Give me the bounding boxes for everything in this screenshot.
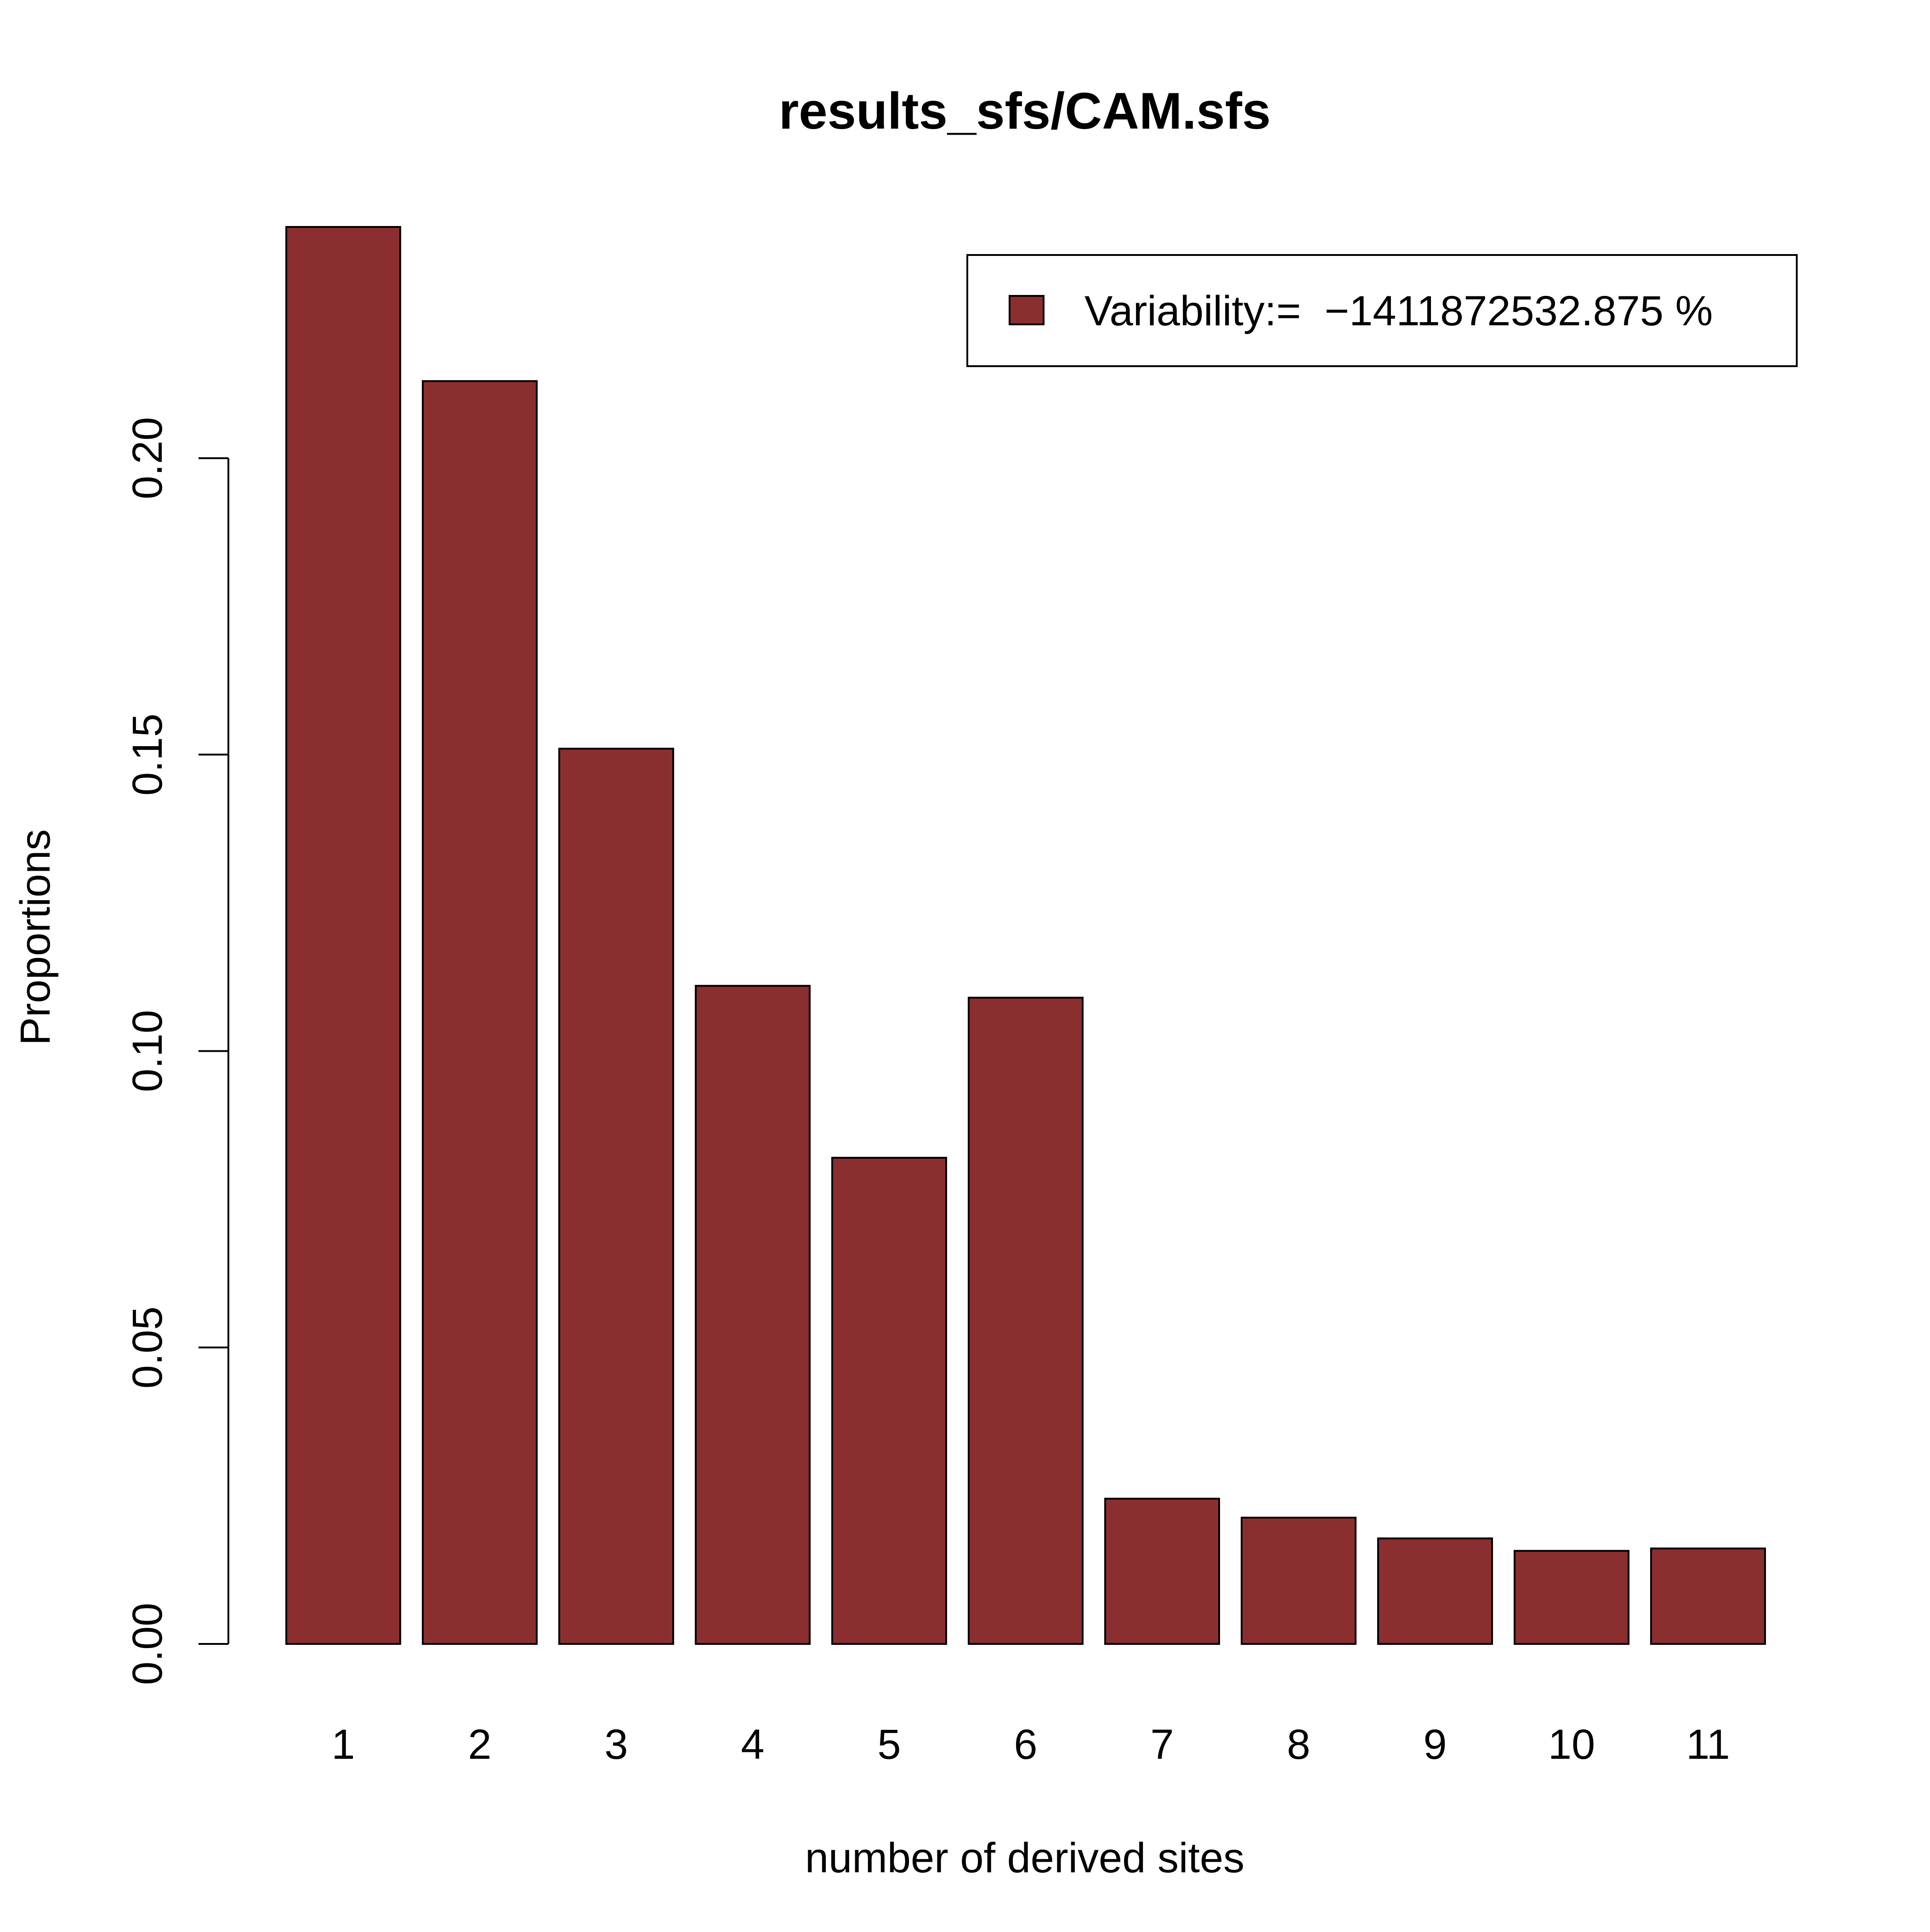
- legend-label: Variability:= −1411872532.875 %: [1084, 288, 1713, 334]
- x-tick-label: 1: [331, 1721, 355, 1768]
- y-tick-label: 0.05: [124, 1306, 171, 1388]
- x-axis-tick-labels: 1 2 3 4 5 6 7 8 9 10 11: [331, 1721, 1730, 1768]
- bar-11: [1650, 1547, 1766, 1645]
- y-tick-label: 0.20: [124, 417, 171, 499]
- x-tick-label: 5: [877, 1721, 901, 1768]
- bar-8: [1241, 1517, 1357, 1645]
- bar-1: [285, 226, 401, 1645]
- x-tick-label: 8: [1287, 1721, 1310, 1768]
- x-tick-label: 3: [604, 1721, 628, 1768]
- bar-3: [558, 748, 674, 1645]
- legend: Variability:= −1411872532.875 %: [966, 254, 1798, 367]
- y-tick-label: 0.15: [124, 714, 171, 796]
- legend-box: [966, 254, 1798, 367]
- x-axis-label: number of derived sites: [805, 1835, 1244, 1881]
- y-tick-label: 0.10: [124, 1010, 171, 1092]
- legend-swatch: [1009, 295, 1044, 325]
- y-axis: 0.00 0.05 0.10 0.15 0.20: [124, 417, 229, 1685]
- x-tick-label: 7: [1150, 1721, 1174, 1768]
- bar-5: [831, 1156, 947, 1645]
- x-tick-label: 10: [1548, 1721, 1595, 1768]
- bar-9: [1377, 1537, 1493, 1645]
- bar-7: [1104, 1497, 1220, 1645]
- bar-4: [695, 985, 811, 1645]
- chart-title: results_sfs/CAM.sfs: [779, 82, 1271, 140]
- bar-10: [1514, 1550, 1629, 1645]
- y-axis-label: Proportions: [12, 829, 59, 1045]
- x-tick-label: 11: [1686, 1721, 1730, 1768]
- bar-6: [968, 997, 1084, 1645]
- bars-layer: [285, 226, 1766, 1645]
- bar-2: [422, 380, 538, 1645]
- x-tick-label: 9: [1423, 1721, 1447, 1768]
- y-tick-label: 0.00: [124, 1603, 171, 1685]
- x-tick-label: 6: [1014, 1721, 1037, 1768]
- x-tick-label: 2: [468, 1721, 491, 1768]
- x-tick-label: 4: [741, 1721, 764, 1768]
